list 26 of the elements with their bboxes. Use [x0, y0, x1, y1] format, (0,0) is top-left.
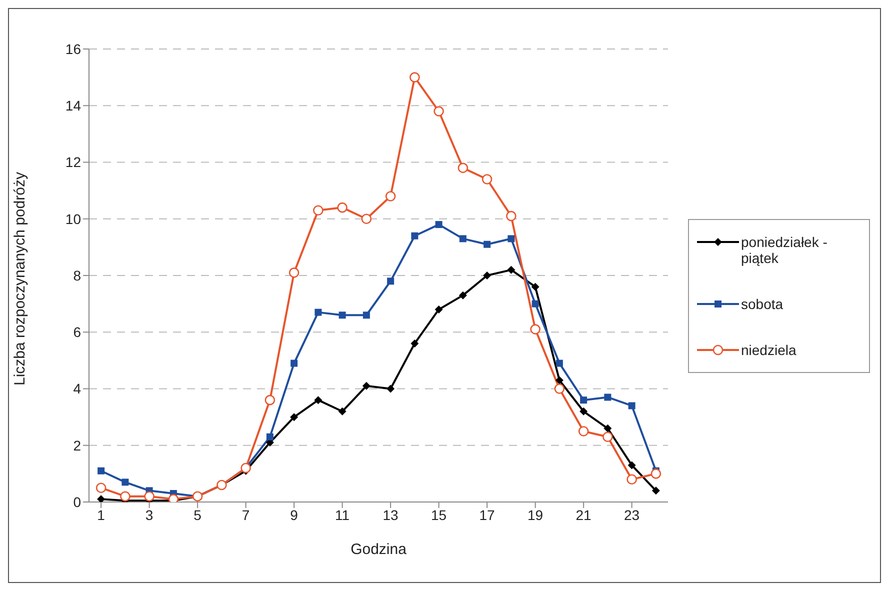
y-tick-label: 2	[73, 437, 82, 454]
y-tick-label: 6	[73, 324, 82, 340]
x-tick-label: 11	[335, 506, 350, 523]
legend-label: sobota	[741, 296, 784, 312]
x-tick-label: 21	[576, 506, 592, 523]
legend-label: niedziela	[741, 342, 798, 358]
legend-label: poniedziałek - piątek	[741, 234, 828, 266]
x-tick-label: 1	[97, 506, 106, 523]
x-tick-label: 13	[382, 506, 399, 523]
y-tick-label: 10	[65, 210, 82, 227]
x-tick-label: 3	[145, 506, 154, 523]
x-tick-label: 23	[624, 506, 640, 523]
x-tick-label: 19	[528, 506, 544, 523]
y-tick-label: 16	[65, 40, 82, 57]
y-tick-label: 14	[65, 98, 82, 114]
x-tick-label: 9	[290, 506, 298, 523]
y-tick-label: 8	[73, 267, 82, 284]
y-tick-label: 4	[73, 380, 82, 397]
x-tick-label: 17	[479, 506, 496, 523]
x-tick-label: 7	[242, 506, 250, 523]
x-tick-label: 15	[431, 506, 447, 523]
x-axis-title: Godzina	[350, 541, 408, 558]
x-tick-label: 5	[194, 506, 202, 523]
y-tick-label: 0	[73, 494, 82, 510]
y-tick-label: 12	[65, 154, 82, 170]
y-axis-title: Liczba rozpoczynanych podróży	[11, 172, 28, 386]
